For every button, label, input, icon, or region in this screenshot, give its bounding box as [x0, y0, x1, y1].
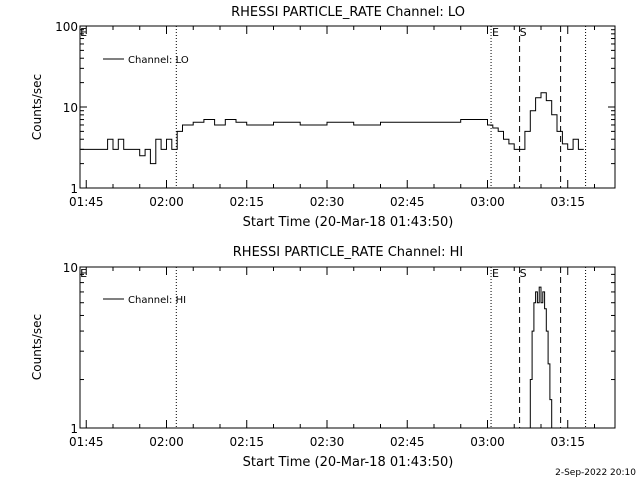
y-axis-label-hi: Counts/sec — [30, 314, 44, 380]
flag-label: E — [492, 267, 499, 280]
chart-title-hi: RHESSI PARTICLE_RATE Channel: HI — [233, 245, 463, 260]
legend-label-lo: Channel: LO — [128, 55, 189, 66]
x-axis-hi: 01:45 02:00 02:15 02:30 02:45 03:00 03:15 — [69, 267, 595, 449]
y-axis-lo: 1 10 100 — [55, 20, 615, 196]
series-hi — [528, 286, 553, 429]
x-axis-label-lo: Start Time (20-Mar-18 01:43:50) — [243, 215, 454, 230]
x-tick-label: 02:45 — [390, 195, 425, 209]
x-tick-label: 01:45 — [69, 435, 104, 449]
series-line-hi — [528, 286, 553, 429]
x-tick-label: 02:00 — [149, 435, 184, 449]
x-tick-label: 02:15 — [229, 435, 264, 449]
flag-label: E — [80, 267, 87, 280]
legend-lo: Channel: LO — [103, 55, 189, 66]
flag-label: E — [80, 26, 87, 39]
x-tick-label: 02:15 — [229, 195, 264, 209]
x-tick-label: 03:15 — [550, 195, 585, 209]
x-tick-label: 01:45 — [69, 195, 104, 209]
x-tick-label: 02:00 — [149, 195, 184, 209]
x-tick-label: 03:00 — [470, 435, 505, 449]
x-tick-label: 03:00 — [470, 195, 505, 209]
chart-title-lo: RHESSI PARTICLE_RATE Channel: LO — [231, 5, 465, 20]
y-tick-label: 100 — [55, 20, 78, 34]
x-axis-label-hi: Start Time (20-Mar-18 01:43:50) — [243, 455, 454, 470]
flag-label: S — [520, 267, 527, 280]
footer-date: 2-Sep-2022 20:10 — [555, 468, 636, 478]
x-axis-lo: 01:45 02:00 02:15 02:30 02:45 03:00 03:15 — [69, 26, 595, 209]
y-tick-label: 1 — [70, 422, 78, 436]
flag-label: E — [492, 26, 499, 39]
series-line-lo — [80, 92, 584, 165]
legend-hi: Channel: HI — [103, 295, 186, 306]
panel-lo: RHESSI PARTICLE_RATE Channel: LO 110100 … — [30, 5, 616, 230]
y-tick-label: 10 — [63, 261, 78, 275]
series-lo — [80, 92, 584, 165]
plot-frame-lo — [79, 25, 616, 189]
y-tick-label: 1 — [70, 182, 78, 196]
panel-hi: RHESSI PARTICLE_RATE Channel: HI 1 10 01:… — [30, 245, 616, 470]
flag-label: S — [520, 26, 527, 39]
y-axis-label-lo: Counts/sec — [30, 74, 44, 140]
x-tick-label: 02:30 — [310, 435, 345, 449]
x-tick-label: 02:30 — [310, 195, 345, 209]
plot-frame-hi — [79, 266, 616, 429]
legend-label-hi: Channel: HI — [128, 295, 186, 306]
x-tick-label: 03:15 — [550, 435, 585, 449]
y-tick-label: 10 — [63, 101, 78, 115]
x-tick-label: 02:45 — [390, 435, 425, 449]
